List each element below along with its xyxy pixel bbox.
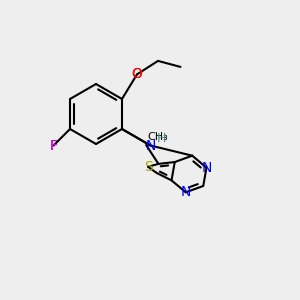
Text: N: N: [145, 139, 156, 152]
Text: CH₃: CH₃: [148, 132, 168, 142]
Text: S: S: [144, 160, 152, 174]
Text: H: H: [156, 131, 166, 145]
Text: N: N: [181, 185, 191, 199]
Text: F: F: [50, 139, 58, 152]
Text: O: O: [131, 68, 142, 81]
Text: F: F: [50, 139, 58, 152]
Text: O: O: [131, 68, 142, 81]
Text: N: N: [201, 160, 212, 175]
